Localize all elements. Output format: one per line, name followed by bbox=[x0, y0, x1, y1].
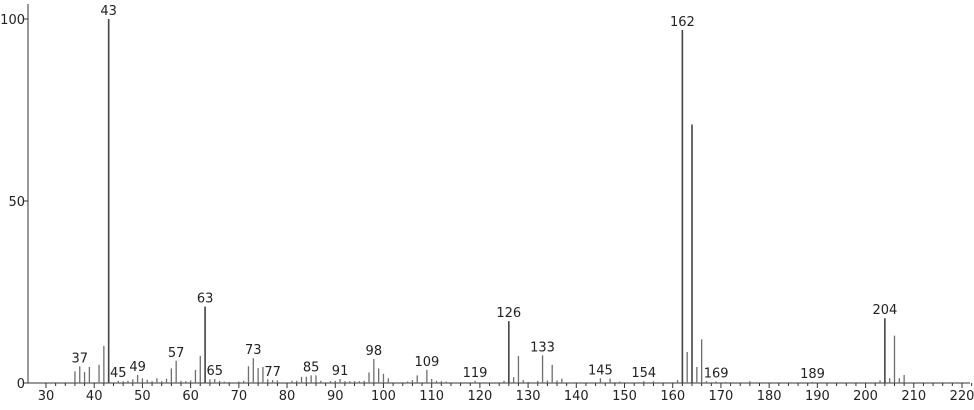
peak-label: 91 bbox=[332, 364, 349, 379]
peak-label: 154 bbox=[631, 366, 656, 381]
peak-label: 57 bbox=[168, 346, 185, 361]
peak-label: 119 bbox=[463, 366, 488, 381]
x-tick-label: 220 bbox=[950, 389, 974, 404]
peak-label: 145 bbox=[588, 363, 613, 378]
peak-label: 63 bbox=[197, 292, 214, 307]
peak-label: 85 bbox=[303, 360, 320, 375]
peak-label: 126 bbox=[496, 306, 521, 321]
x-tick-label: 70 bbox=[231, 389, 248, 404]
x-tick-label: 50 bbox=[134, 389, 151, 404]
peak-label: 77 bbox=[264, 365, 281, 380]
x-tick-label: 210 bbox=[901, 389, 926, 404]
x-tick-label: 150 bbox=[612, 389, 637, 404]
x-tick-label: 40 bbox=[86, 389, 103, 404]
x-tick-label: 170 bbox=[709, 389, 734, 404]
peak-label: 65 bbox=[206, 364, 223, 379]
x-tick-label: 190 bbox=[805, 389, 830, 404]
x-tick-label: 90 bbox=[327, 389, 344, 404]
peak-label: 49 bbox=[129, 360, 146, 375]
peak-label: 73 bbox=[245, 343, 262, 358]
y-tick-label: 0 bbox=[17, 377, 25, 392]
peak-label: 169 bbox=[704, 367, 729, 382]
peak-label: 204 bbox=[872, 303, 897, 318]
x-tick-label: 110 bbox=[419, 389, 444, 404]
x-tick-label: 200 bbox=[853, 389, 878, 404]
peak-label: 98 bbox=[366, 344, 383, 359]
x-tick-label: 180 bbox=[757, 389, 782, 404]
peaks bbox=[74, 19, 905, 383]
x-tick-label: 160 bbox=[660, 389, 685, 404]
peak-label: 109 bbox=[414, 355, 439, 370]
y-tick-label: 50 bbox=[8, 195, 25, 210]
x-tick-label: 140 bbox=[564, 389, 589, 404]
peak-label: 189 bbox=[800, 367, 825, 382]
x-tick-label: 120 bbox=[467, 389, 492, 404]
x-tick-label: 60 bbox=[182, 389, 199, 404]
y-tick-label: 100 bbox=[0, 13, 25, 28]
peak-label: 162 bbox=[670, 15, 695, 30]
x-tick-label: 100 bbox=[371, 389, 396, 404]
peak-label: 45 bbox=[110, 366, 127, 381]
axes: 30 40 50 60 70 80 90 100 110 120 130 140 150 160 170 18… bbox=[0, 4, 974, 404]
peak-label: 133 bbox=[530, 340, 555, 355]
x-tick-label: 80 bbox=[279, 389, 296, 404]
x-tick-label: 130 bbox=[516, 389, 541, 404]
peak-label: 37 bbox=[71, 351, 88, 366]
x-tick-label: 30 bbox=[38, 389, 55, 404]
peak-label: 43 bbox=[100, 4, 117, 19]
